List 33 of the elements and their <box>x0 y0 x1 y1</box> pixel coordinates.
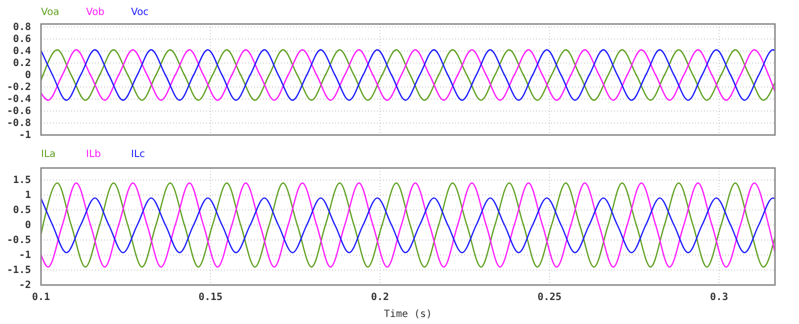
x-axis-title: Time (s) <box>384 309 432 320</box>
line-series <box>40 197 776 254</box>
y-tick-label: -0.2 <box>6 82 31 94</box>
y-tick-label: -0.4 <box>6 94 31 106</box>
y-tick-label: -1 <box>18 130 31 142</box>
y-tick-label: 0.8 <box>12 22 31 34</box>
y-tick-label: 1 <box>24 190 31 202</box>
x-tick-label: 0.15 <box>198 292 223 304</box>
text: Vob <box>86 7 105 18</box>
y-tick-label: -0.5 <box>6 235 31 246</box>
y-tick-label: 0 <box>24 220 31 232</box>
text: ILc <box>131 149 146 160</box>
text: ILb <box>86 149 101 160</box>
y-tick-label: 1.5 <box>12 175 31 186</box>
y-tick-label: 0.4 <box>12 46 31 58</box>
y-tick-label: -1 <box>18 250 31 262</box>
line-series <box>40 182 776 268</box>
y-tick-label: 0.6 <box>12 34 31 46</box>
y-tick-label: -2 <box>18 280 31 292</box>
y-tick-label: 0.2 <box>12 58 31 70</box>
y-tick-label: 0 <box>24 70 31 82</box>
x-tick-label: 0.25 <box>538 292 562 304</box>
y-tick-label: -1.5 <box>6 265 31 276</box>
y-tick-label: 0.5 <box>12 205 31 216</box>
text: Voa <box>41 7 60 18</box>
text: Voc <box>131 7 149 18</box>
y-tick-label: -0.6 <box>6 106 31 118</box>
text: ILa <box>41 149 56 160</box>
line-series <box>40 49 776 101</box>
x-tick-label: 0.1 <box>32 292 50 304</box>
x-tick-label: 0.2 <box>371 292 390 304</box>
x-tick-label: 0.3 <box>710 292 728 304</box>
y-tick-label: -0.8 <box>6 118 31 130</box>
